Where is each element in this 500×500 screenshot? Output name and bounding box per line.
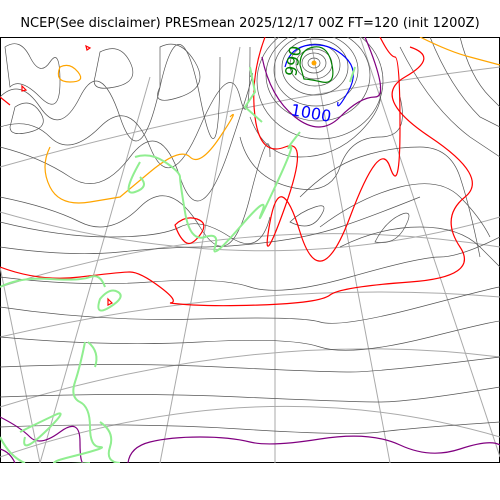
map-frame [0,37,500,463]
green-contours [299,46,334,83]
low-pressure-center [256,37,384,140]
low-center-marker [311,60,317,66]
blue-contours [284,44,354,107]
map-title: NCEP(See disclaimer) PRESmean 2025/12/17… [20,16,480,31]
pressure-map: 1000 990 [0,37,500,463]
red-contours [0,37,473,307]
orange-contours [44,37,500,204]
graticule [0,37,500,463]
isobars [0,37,500,434]
land-outlines [0,66,356,463]
